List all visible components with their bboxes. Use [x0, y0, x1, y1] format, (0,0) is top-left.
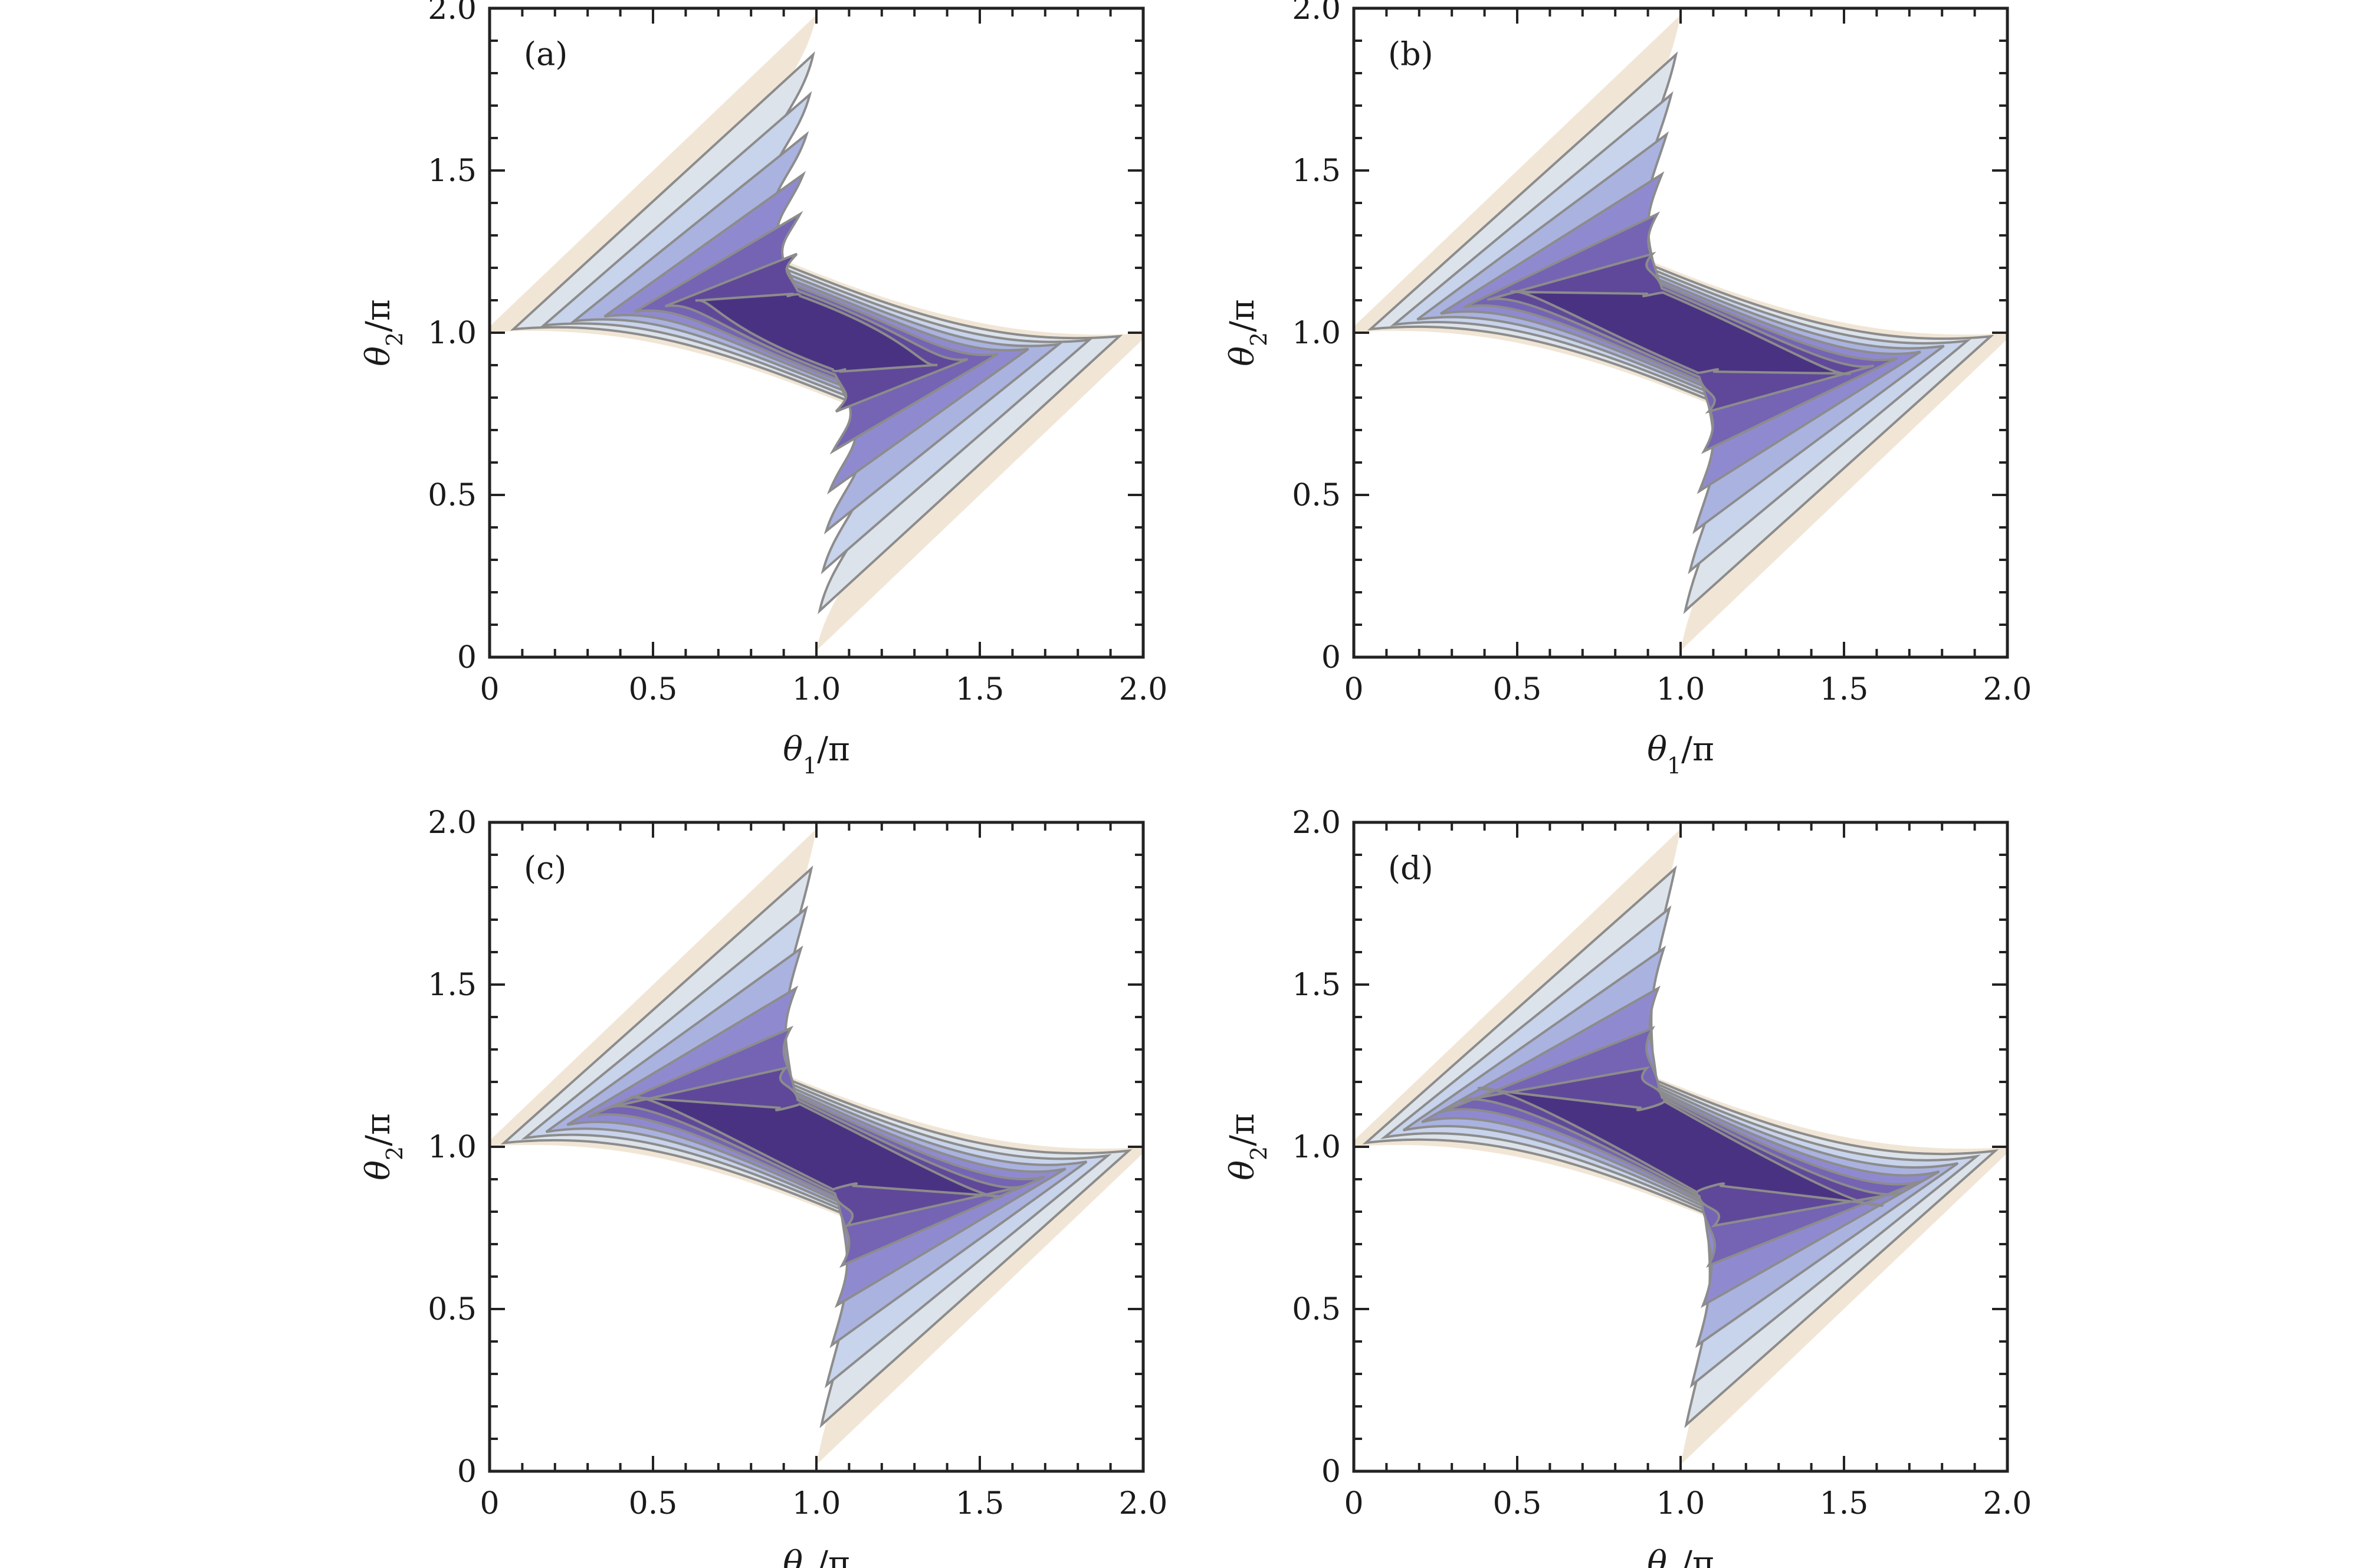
x-tick-label: 2.0 [1119, 1486, 1168, 1521]
y-tick-label: 0.5 [428, 1292, 477, 1327]
x-tick-label: 1.0 [792, 1486, 841, 1521]
y-tick-label: 1.5 [1292, 967, 1341, 1003]
panel-label: (c) [524, 849, 566, 887]
tick-marks [1353, 821, 2009, 1472]
y-tick-label: 2.0 [428, 805, 477, 841]
x-tick-label: 0 [1344, 672, 1363, 707]
contour-area [1354, 15, 2007, 651]
y-tick-label: 1.0 [1292, 316, 1341, 351]
contour-area [490, 15, 1143, 651]
panel-label: (a) [524, 35, 567, 73]
y-axis-label: θ2/π [1223, 299, 1272, 366]
x-tick-label: 0.5 [1493, 1486, 1542, 1521]
x-tick-label: 1.5 [956, 672, 1005, 707]
panel-label: (b) [1388, 35, 1433, 73]
x-tick-label: 2.0 [1983, 1486, 2032, 1521]
panel-c: 0 0.5 1.0 1.5 2.0 0 0.5 1.0 1.5 2.0 θ1/π θ2/π (c) [359, 805, 1167, 1568]
contour-area [1354, 829, 2007, 1465]
y-tick-label: 0 [1321, 640, 1341, 675]
x-tick-label: 0.5 [629, 1486, 678, 1521]
y-tick-label: 0.5 [428, 478, 477, 513]
x-axis-label: θ1/π [1647, 1544, 1714, 1568]
y-tick-label: 1.0 [1292, 1130, 1341, 1165]
y-tick-label: 1.5 [428, 967, 477, 1003]
y-tick-label: 2.0 [1292, 805, 1341, 841]
x-tick-label: 0.5 [1493, 672, 1542, 707]
x-axis-label: θ1/π [783, 1544, 850, 1568]
tick-marks [488, 7, 1144, 658]
x-tick-label: 0 [1344, 1486, 1363, 1521]
panel-a: 0 0.5 1.0 1.5 2.0 0 0.5 1.0 1.5 2.0 θ1/π θ2/π (a) [359, 0, 1167, 779]
x-tick-label: 1.5 [1820, 672, 1869, 707]
x-tick-label: 1.5 [956, 1486, 1005, 1521]
tick-marks [488, 821, 1144, 1472]
y-tick-label: 0 [457, 640, 477, 675]
y-tick-label: 1.0 [428, 1130, 477, 1165]
y-tick-label: 1.5 [1292, 153, 1341, 189]
x-tick-label: 0.5 [629, 672, 678, 707]
y-axis-label: θ2/π [359, 299, 408, 366]
y-tick-label: 1.5 [428, 153, 477, 189]
x-tick-label: 2.0 [1983, 672, 2032, 707]
x-tick-label: 0 [480, 1486, 499, 1521]
x-tick-label: 1.0 [792, 672, 841, 707]
x-tick-label: 1.0 [1656, 672, 1705, 707]
x-axis-label: θ1/π [1647, 730, 1714, 779]
y-tick-label: 1.0 [428, 316, 477, 351]
contour-level-8 [1510, 290, 1851, 375]
y-tick-label: 0.5 [1292, 1292, 1341, 1327]
x-tick-label: 1.5 [1820, 1486, 1869, 1521]
contour-level-8 [629, 1095, 1003, 1199]
y-tick-label: 0 [457, 1454, 477, 1490]
y-tick-label: 0.5 [1292, 478, 1341, 513]
x-tick-label: 1.0 [1656, 1486, 1705, 1521]
panel-b: 0 0.5 1.0 1.5 2.0 0 0.5 1.0 1.5 2.0 θ1/π θ2/π (b) [1223, 0, 2032, 779]
x-tick-label: 2.0 [1119, 672, 1168, 707]
x-axis-label: θ1/π [783, 730, 850, 779]
panel-d: 0 0.5 1.0 1.5 2.0 0 0.5 1.0 1.5 2.0 θ1/π θ2/π (d) [1223, 805, 2032, 1568]
panel-label: (d) [1388, 849, 1433, 887]
y-tick-label: 2.0 [1292, 0, 1341, 27]
tick-marks [1353, 7, 2009, 658]
y-axis-label: θ2/π [1223, 1113, 1272, 1180]
y-tick-label: 0 [1321, 1454, 1341, 1490]
contour-level-8 [695, 293, 938, 373]
y-tick-label: 2.0 [428, 0, 477, 27]
y-axis-label: θ2/π [359, 1113, 408, 1180]
contour-level-8 [1477, 1087, 1884, 1207]
contour-area [490, 829, 1143, 1465]
x-tick-label: 0 [480, 672, 499, 707]
